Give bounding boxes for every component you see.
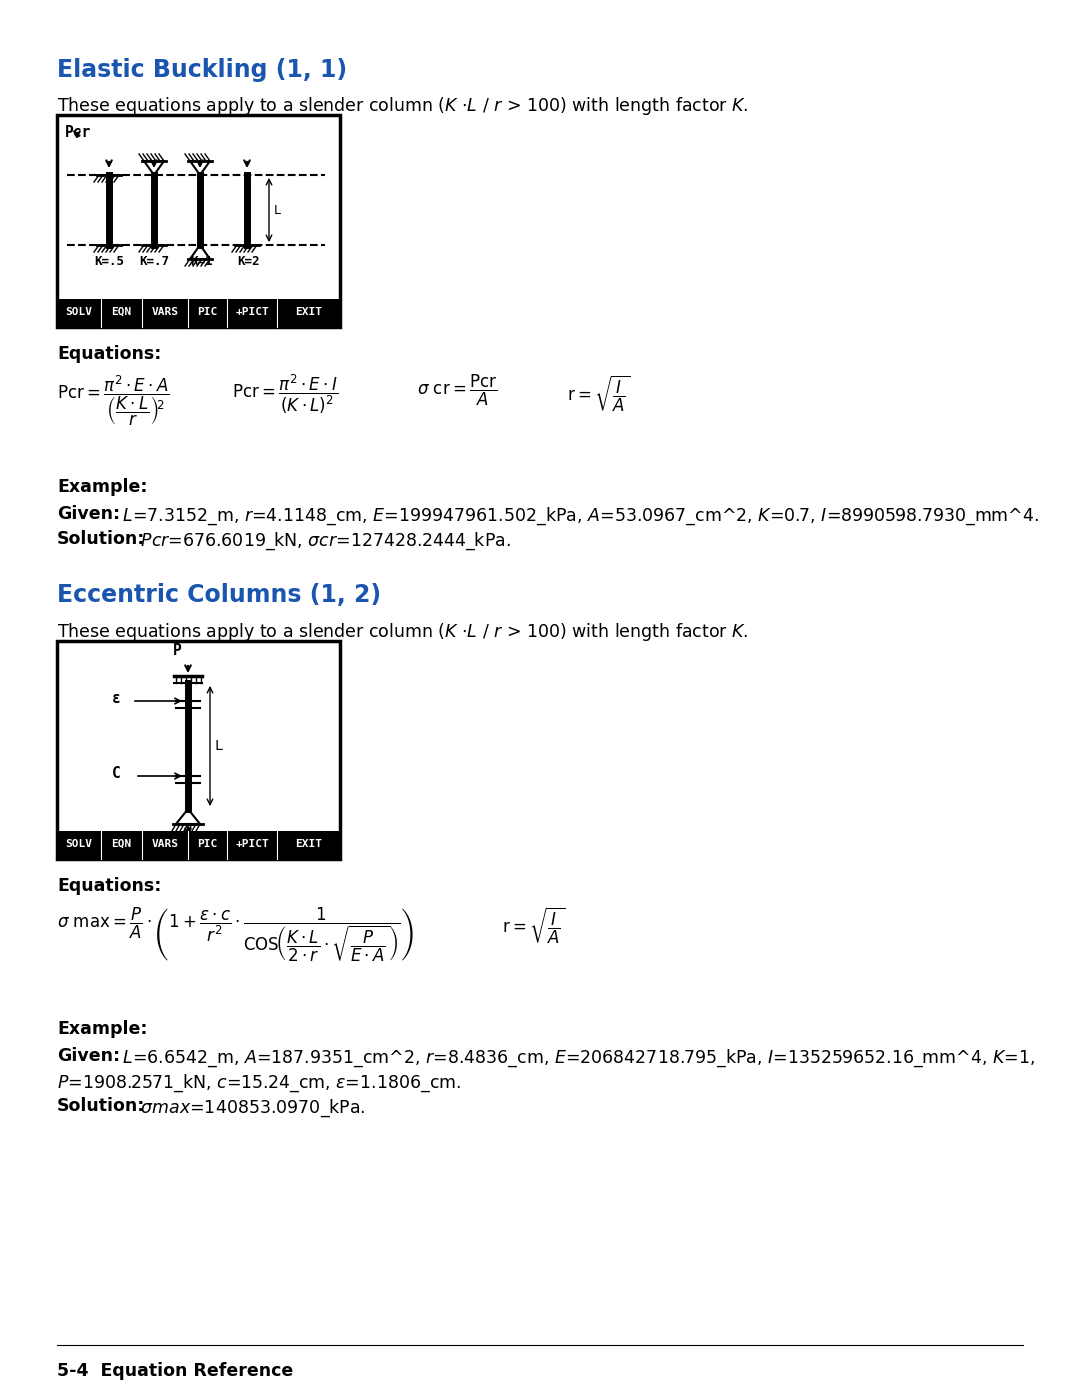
Text: Given:: Given: (57, 504, 120, 522)
Text: C: C (112, 766, 121, 781)
Text: $\it{\sigma}$$\it{max}$=140853.0970_kPa.: $\it{\sigma}$$\it{max}$=140853.0970_kPa. (135, 1097, 365, 1119)
Text: 5-4  Equation Reference: 5-4 Equation Reference (57, 1362, 294, 1380)
Text: EXIT: EXIT (295, 840, 322, 849)
Text: EQN: EQN (111, 307, 132, 317)
Text: +PICT: +PICT (235, 307, 269, 317)
Text: Example:: Example: (57, 478, 148, 496)
Text: K=1: K=1 (190, 256, 213, 268)
Text: $\it{Pcr}$=676.6019_kN, $\it{\sigma}$$\it{cr}$=127428.2444_kPa.: $\it{Pcr}$=676.6019_kN, $\it{\sigma}$$\i… (135, 529, 511, 552)
Text: $L$=6.6542_m, $A$=187.9351_cm^2, $r$=8.4836_cm, $E$=206842718.795_kPa, $I$=13525: $L$=6.6542_m, $A$=187.9351_cm^2, $r$=8.4… (117, 1046, 1035, 1069)
Text: Solution:: Solution: (57, 1097, 146, 1115)
Text: SOLV: SOLV (66, 840, 93, 849)
Text: +PICT: +PICT (235, 840, 269, 849)
Text: PIC: PIC (198, 307, 218, 317)
Text: Example:: Example: (57, 1020, 148, 1038)
Bar (57, 115, 340, 327)
Text: These equations apply to a slender column ($K$ $\cdot$$L$ / $r$ > 100) with leng: These equations apply to a slender colum… (57, 95, 748, 117)
Text: These equations apply to a slender column ($K$ $\cdot$$L$ / $r$ > 100) with leng: These equations apply to a slender colum… (57, 622, 748, 643)
Text: $\sigma\mathrm{\ max} = \dfrac{P}{A} \cdot \left(1 + \dfrac{\varepsilon \cdot c}: $\sigma\mathrm{\ max} = \dfrac{P}{A} \cd… (57, 905, 414, 964)
Text: $\mathrm{r} = \sqrt{\dfrac{I}{A}}$: $\mathrm{r} = \sqrt{\dfrac{I}{A}}$ (567, 373, 630, 414)
Text: EXIT: EXIT (295, 307, 322, 317)
Text: Equations:: Equations: (57, 877, 161, 895)
Text: $\sigma\mathrm{\ cr} = \dfrac{\mathrm{Pcr}}{A}$: $\sigma\mathrm{\ cr} = \dfrac{\mathrm{Pc… (417, 373, 497, 408)
Text: SOLV: SOLV (66, 307, 93, 317)
Text: $P$=1908.2571_kN, $c$=15.24_cm, $\varepsilon$=1.1806_cm.: $P$=1908.2571_kN, $c$=15.24_cm, $\vareps… (57, 1071, 461, 1094)
Text: Given:: Given: (57, 1046, 120, 1065)
Text: K=.5: K=.5 (94, 256, 124, 268)
Bar (57, 831, 340, 859)
Bar (57, 299, 340, 327)
Text: $\mathrm{r} = \sqrt{\dfrac{I}{A}}$: $\mathrm{r} = \sqrt{\dfrac{I}{A}}$ (502, 905, 565, 946)
Text: L: L (215, 739, 224, 753)
Text: Pcr: Pcr (65, 124, 91, 140)
Text: $\mathrm{Pcr} = \dfrac{\pi^2 \cdot E \cdot A}{\left(\dfrac{K \cdot L}{r}\right)^: $\mathrm{Pcr} = \dfrac{\pi^2 \cdot E \cd… (57, 373, 170, 427)
Text: K=2: K=2 (237, 256, 259, 268)
Text: Equations:: Equations: (57, 345, 161, 363)
Text: L: L (274, 204, 282, 217)
Text: EQN: EQN (111, 840, 132, 849)
Bar (57, 641, 340, 859)
Text: Solution:: Solution: (57, 529, 146, 548)
Text: K=.7: K=.7 (139, 256, 168, 268)
Text: $L$=7.3152_m, $r$=4.1148_cm, $E$=199947961.502_kPa, $A$=53.0967_cm^2, $K$=0.7, $: $L$=7.3152_m, $r$=4.1148_cm, $E$=1999479… (117, 504, 1039, 527)
Text: $\mathrm{Pcr} = \dfrac{\pi^2 \cdot E \cdot I}{\left(K \cdot L\right)^2}$: $\mathrm{Pcr} = \dfrac{\pi^2 \cdot E \cd… (232, 373, 338, 416)
Text: ε: ε (112, 692, 121, 705)
Text: VARS: VARS (151, 840, 178, 849)
Text: VARS: VARS (151, 307, 178, 317)
Text: PIC: PIC (198, 840, 218, 849)
Text: Elastic Buckling (1, 1): Elastic Buckling (1, 1) (57, 59, 347, 82)
Text: Eccentric Columns (1, 2): Eccentric Columns (1, 2) (57, 583, 381, 608)
Text: P: P (173, 643, 181, 658)
